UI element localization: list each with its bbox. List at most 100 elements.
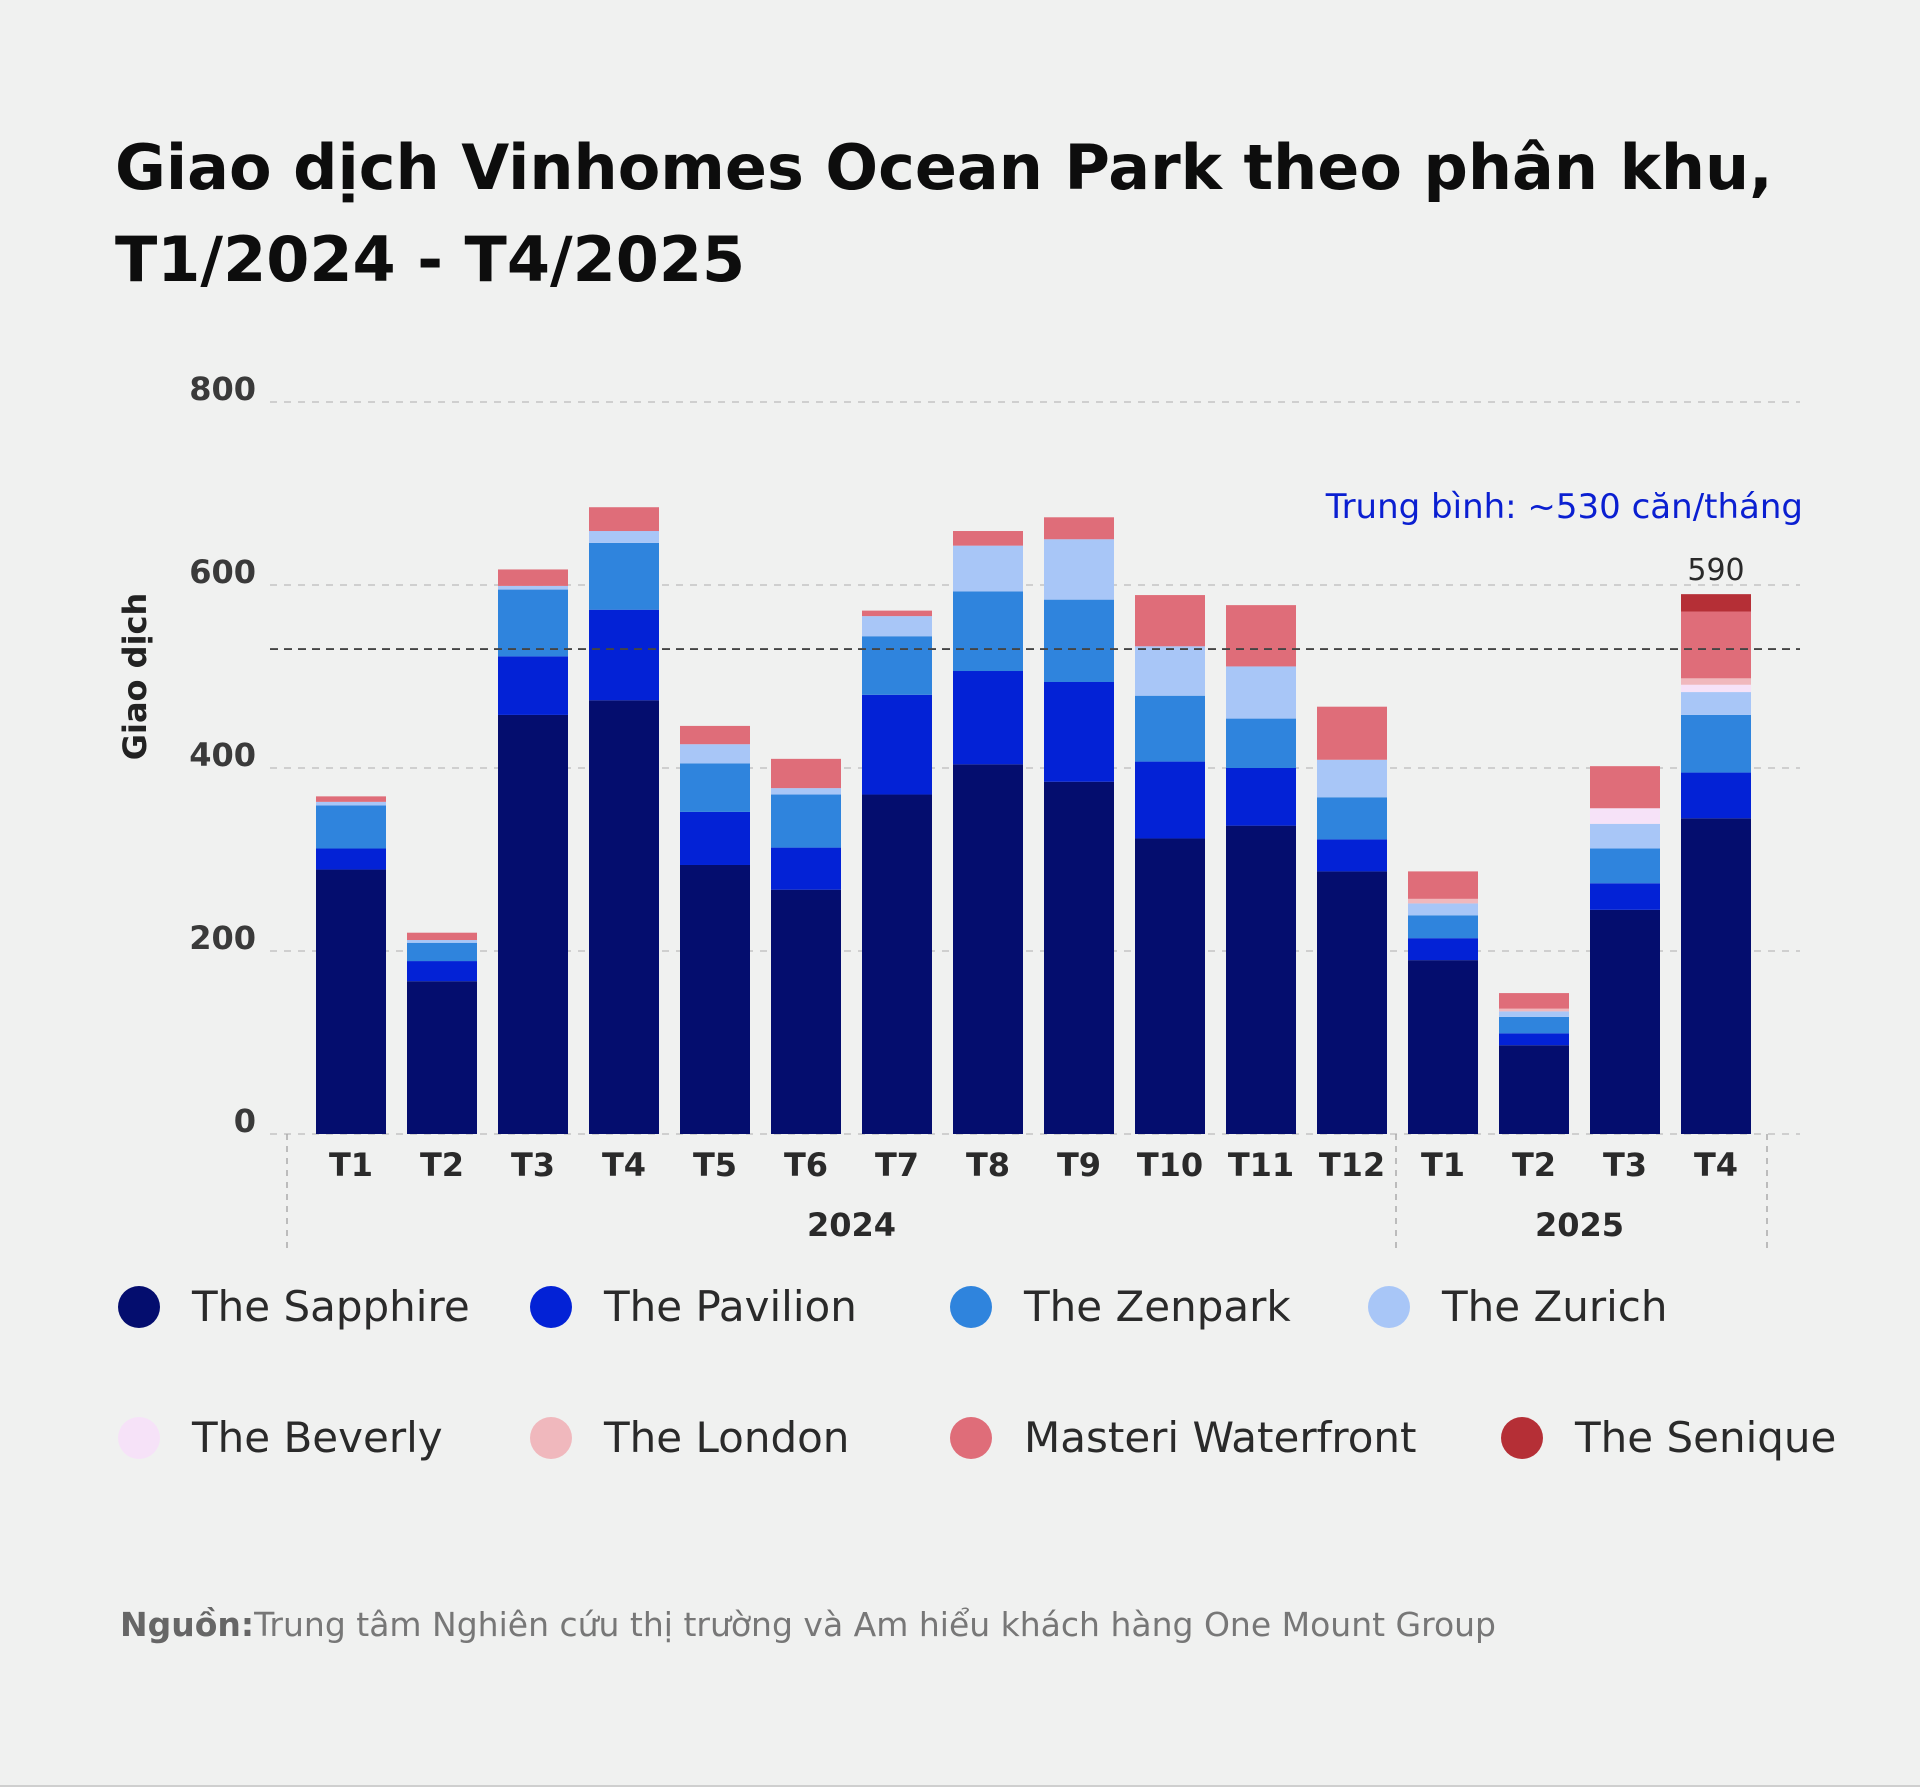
bar-segment [1681,818,1751,1134]
y-tick-label: 800 [189,370,256,408]
bar-segment [1135,646,1205,696]
average-label: Trung bình: ~530 căn/tháng [1325,487,1803,527]
bar-segment [1226,768,1296,826]
bar-segment [316,869,386,1134]
bar-segment [1590,808,1660,824]
bar-segment [1135,838,1205,1134]
bar-segment [407,981,477,1134]
legend-item: The Zurich [1368,1282,1668,1331]
bar-segment [1317,871,1387,1134]
bar-segment [498,714,568,1134]
x-tick-label: T2 [1512,1146,1556,1184]
bar-segment [771,794,841,848]
x-tick-label: T3 [511,1146,555,1184]
bar-segment [1681,692,1751,715]
x-group-label: 2025 [1535,1206,1624,1244]
bar-segment [498,589,568,657]
bar-segment [589,531,659,543]
bar-segment [1135,761,1205,839]
bar-segment [1499,1016,1569,1034]
bar-segment [1590,823,1660,849]
x-tick-label: T4 [602,1146,646,1184]
bar-segment [862,616,932,637]
legend-item: The Senique [1501,1413,1836,1462]
legend-label: The Pavilion [604,1282,857,1331]
legend-item: The Zenpark [950,1282,1291,1331]
legend-label: The London [604,1413,850,1462]
bar-segment [1317,759,1387,798]
legend-swatch [1501,1416,1543,1459]
bar-segment [407,932,477,941]
bar-segment [407,940,477,943]
bar-segment [1408,898,1478,904]
bar-segment [771,758,841,789]
bottom-divider [0,1785,1920,1787]
legend-label: The Beverly [192,1413,443,1462]
bar-segment [1408,903,1478,916]
bar-segment [589,542,659,610]
bar-segment [498,585,568,590]
bar-segment [953,531,1023,546]
bar-segment [1499,1008,1569,1012]
legend-item: Masteri Waterfront [950,1413,1417,1462]
x-tick-label: T1 [329,1146,373,1184]
bar-segment [589,507,659,532]
y-tick-label: 200 [189,919,256,957]
bar-segment [1681,684,1751,693]
average-layer: Trung bình: ~530 căn/tháng 590 [270,487,1803,650]
bar-segment [589,700,659,1134]
bar-segment [1135,695,1205,762]
legend-item: The Beverly [118,1413,443,1462]
bar-segment [589,609,659,701]
bar-segment [680,744,750,764]
y-tick-label: 0 [234,1102,256,1140]
bar-segment [1681,611,1751,679]
bar-segment [953,671,1023,765]
bar-segment [407,942,477,962]
legend-item: The Sapphire [118,1282,470,1331]
bar-segment [316,796,386,802]
bar-segment [1226,825,1296,1134]
bar-segment [771,889,841,1134]
bar-segment [771,847,841,890]
chart-title: Giao dịch Vinhomes Ocean Park theo phân … [115,122,1835,306]
legend-swatch [530,1416,572,1459]
chart-title-line-1: Giao dịch Vinhomes Ocean Park theo phân … [115,131,1773,204]
legend-swatch [1368,1285,1410,1328]
x-tick-label: T1 [1421,1146,1465,1184]
bar-segment [498,569,568,586]
bar-segment [680,811,750,865]
legend-swatch [118,1416,160,1459]
bar-segment [316,848,386,870]
y-tick-label: 400 [189,736,256,774]
bar-segment [1317,706,1387,760]
bar-segment [771,788,841,795]
bar-segment [1681,594,1751,612]
bar-segment [862,636,932,695]
x-tick-label: T9 [1057,1146,1101,1184]
x-tick-label: T8 [966,1146,1010,1184]
bar-segment [1317,839,1387,872]
x-tick-label: T7 [875,1146,919,1184]
x-tick-label: T12 [1319,1146,1385,1184]
bar-segment [1044,681,1114,782]
bar-segment [1226,605,1296,667]
bar-segment [953,591,1023,672]
bar-segment [1044,517,1114,540]
bar-segment [680,864,750,1134]
chart-title-line-2: T1/2024 - T4/2025 [115,223,746,296]
bar-segment [680,763,750,812]
bar-segment [316,801,386,806]
legend-label: The Zenpark [1024,1282,1291,1331]
bar-segment [1044,781,1114,1134]
bar-segment [1590,909,1660,1134]
bar-segment [1681,772,1751,819]
legend-label: The Zurich [1442,1282,1668,1331]
legend-label: The Senique [1575,1413,1837,1462]
source-text: Trung tâm Nghiên cứu thị trường và Am hi… [254,1605,1497,1644]
bar-segment [862,610,932,617]
bars-layer [316,507,1751,1134]
bar-segment [862,794,932,1134]
x-group-label: 2024 [807,1206,896,1244]
bar-segment [1408,938,1478,961]
